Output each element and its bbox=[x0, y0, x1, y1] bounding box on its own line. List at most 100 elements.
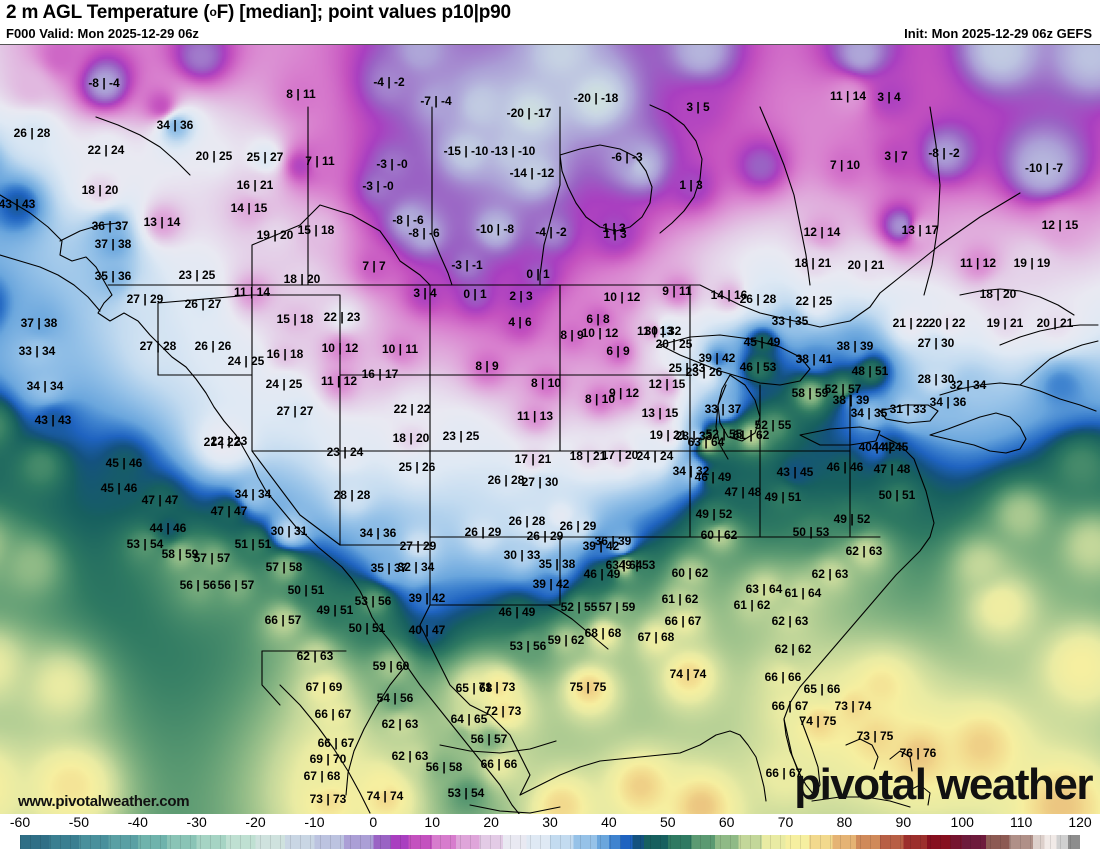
point-value-label: 10 | 12 bbox=[581, 326, 619, 340]
point-value-label: 34 | 34 bbox=[26, 379, 64, 393]
point-value-label: 34 | 36 bbox=[359, 526, 397, 540]
point-value-label: 33 | 34 bbox=[18, 344, 56, 358]
map-viewport[interactable]: 26 | 28 -8 | -4 34 | 36 22 | 24 20 | 25 25 | … bbox=[0, 44, 1100, 815]
point-value-label: 49 | 53 bbox=[618, 558, 656, 572]
point-value-label: -20 | -18 bbox=[573, 91, 619, 105]
point-value-label: 7 | 11 bbox=[305, 154, 335, 168]
point-value-label: 19 | 19 bbox=[1013, 256, 1051, 270]
point-value-label: 6 | 9 bbox=[606, 344, 630, 358]
point-value-label: 61 | 62 bbox=[661, 592, 699, 606]
point-value-label: 28 | 33 bbox=[675, 429, 713, 443]
point-value-label: 7 | 7 bbox=[362, 259, 386, 273]
point-value-label: 30 | 32 bbox=[644, 324, 682, 338]
degree-symbol: o bbox=[209, 5, 217, 19]
point-value-label: 36 | 39 bbox=[594, 534, 632, 548]
point-value-label: -7 | -4 bbox=[420, 94, 452, 108]
point-value-label: 27 | 28 bbox=[139, 339, 177, 353]
point-value-label: 62 | 63 bbox=[381, 717, 419, 731]
point-value-label: 26 | 28 bbox=[487, 473, 525, 487]
point-value-label: 56 | 57 bbox=[217, 578, 255, 592]
point-value-label: 62 | 63 bbox=[296, 649, 334, 663]
point-value-label: 39 | 42 bbox=[408, 591, 446, 605]
point-value-label: 62 | 63 bbox=[811, 567, 849, 581]
point-value-label: 38 | 39 bbox=[832, 393, 870, 407]
point-value-label: 31 | 33 bbox=[889, 402, 927, 416]
point-value-label: 32 | 34 bbox=[397, 560, 435, 574]
point-value-label: 61 | 62 bbox=[732, 428, 770, 442]
point-value-label: 65 | 66 bbox=[803, 682, 841, 696]
point-value-label: 9 | 11 bbox=[662, 284, 692, 298]
point-value-label: 34 | 35 bbox=[850, 406, 888, 420]
point-value-label: 14 | 16 bbox=[710, 288, 748, 302]
point-value-label: 57 | 57 bbox=[193, 551, 231, 565]
point-value-label: 26 | 29 bbox=[559, 519, 597, 533]
point-value-label: 8 | 10 bbox=[584, 392, 616, 406]
point-value-label: 8 | 9 bbox=[475, 359, 499, 373]
point-value-label: 60 | 62 bbox=[700, 528, 738, 542]
point-value-label: 60 | 62 bbox=[671, 566, 709, 580]
point-value-label: 10 | 12 bbox=[603, 290, 641, 304]
point-value-label: 46 | 49 bbox=[583, 567, 621, 581]
point-value-label: 24 | 25 bbox=[227, 354, 265, 368]
point-value-label: 46 | 49 bbox=[694, 470, 732, 484]
point-value-label: 38 | 39 bbox=[836, 339, 874, 353]
point-value-label: -4 | -2 bbox=[373, 75, 405, 89]
point-value-label: 44 | 46 bbox=[149, 521, 187, 535]
point-value-label: 6 | 8 bbox=[586, 312, 610, 326]
point-value-label: 2 | 3 bbox=[509, 289, 533, 303]
point-value-label: 47 | 47 bbox=[141, 493, 179, 507]
point-value-label: 63 | 64 bbox=[605, 558, 643, 572]
point-value-label: 35 | 37 bbox=[370, 561, 408, 575]
point-value-label: 73 | 73 bbox=[309, 792, 347, 806]
point-value-label: 58 | 59 bbox=[791, 386, 829, 400]
point-value-label: 1 | 3 bbox=[679, 178, 703, 192]
point-value-label: 25 | 27 bbox=[246, 150, 284, 164]
point-value-label: 73 | 74 bbox=[834, 699, 872, 713]
point-values-layer: 26 | 28 -8 | -4 34 | 36 22 | 24 20 | 25 25 | … bbox=[0, 45, 1100, 815]
point-value-label: 3 | 4 bbox=[877, 90, 901, 104]
point-value-label: 46 | 46 bbox=[826, 460, 864, 474]
point-value-label: 20 | 22 bbox=[928, 316, 966, 330]
point-value-label: 58 | 59 bbox=[161, 547, 199, 561]
point-value-label: 1 | 3 bbox=[602, 221, 626, 235]
colorbar-banding bbox=[20, 835, 1080, 849]
point-value-label: 46 | 53 bbox=[739, 360, 777, 374]
colorbar-tick: 30 bbox=[542, 814, 558, 830]
point-value-label: 49 | 51 bbox=[764, 490, 802, 504]
point-value-label: 50 | 51 bbox=[348, 621, 386, 635]
point-value-label: 33 | 37 bbox=[704, 402, 742, 416]
point-value-label: -8 | -6 bbox=[392, 213, 424, 227]
colorbar[interactable]: -60 -50 -40 -30 -20 -10 0 10 20 30 40 50 60 70 80 90 100… bbox=[0, 814, 1100, 850]
point-value-label: 21 | 22 bbox=[203, 435, 241, 449]
point-value-label: 62 | 63 bbox=[391, 749, 429, 763]
point-value-label: 40 | 47 bbox=[408, 623, 446, 637]
point-value-label: 23 | 25 bbox=[178, 268, 216, 282]
point-value-label: 52 | 55 bbox=[705, 427, 743, 441]
point-value-label: 45 | 46 bbox=[100, 481, 138, 495]
point-value-label: -14 | -12 bbox=[509, 166, 555, 180]
point-value-label: 25 | 26 bbox=[398, 460, 436, 474]
point-value-label: 26 | 28 bbox=[739, 292, 777, 306]
point-value-label: 56 | 57 bbox=[470, 732, 508, 746]
point-value-label: 43 | 45 bbox=[776, 465, 814, 479]
point-value-label: 62 | 62 bbox=[774, 642, 812, 656]
point-value-label: 20 | 25 bbox=[195, 149, 233, 163]
point-value-label: 66 | 57 bbox=[264, 613, 302, 627]
point-value-label: 66 | 66 bbox=[764, 670, 802, 684]
colorbar-tick: -20 bbox=[245, 814, 266, 830]
point-value-label: 34 | 36 bbox=[156, 118, 194, 132]
point-value-label: 27 | 27 bbox=[276, 404, 314, 418]
point-value-label: 43 | 43 bbox=[34, 413, 72, 427]
brand-watermark: pivotal weather bbox=[794, 760, 1093, 809]
point-value-label: 10 | 11 bbox=[381, 342, 419, 356]
point-value-label: 26 | 29 bbox=[526, 529, 564, 543]
point-value-label: 28 | 28 bbox=[333, 488, 371, 502]
point-value-label: 53 | 54 bbox=[126, 537, 164, 551]
point-value-label: 47 | 47 bbox=[210, 504, 248, 518]
point-value-label: 36 | 37 bbox=[91, 219, 129, 233]
point-value-label: 30 | 31 bbox=[270, 524, 308, 538]
point-value-label: 26 | 27 bbox=[184, 297, 222, 311]
point-value-label: 1 | 3 bbox=[603, 227, 627, 241]
point-value-label: 56 | 58 bbox=[425, 760, 463, 774]
point-value-label: 35 | 38 bbox=[538, 557, 576, 571]
